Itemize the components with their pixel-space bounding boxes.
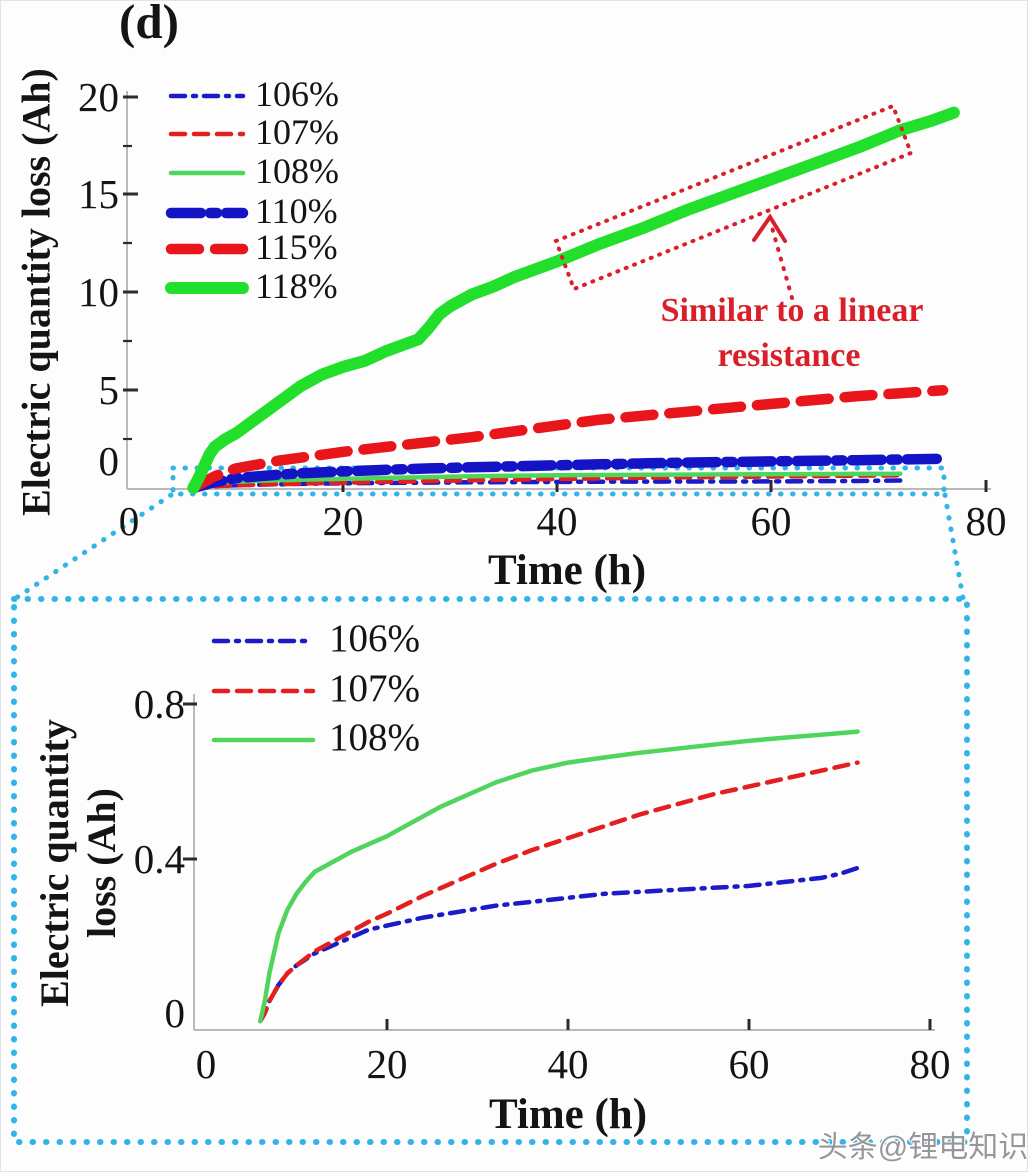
series-line-inset-106% xyxy=(258,865,860,1024)
main-x-axis-title: Time (h) xyxy=(487,547,647,594)
inset-axes xyxy=(183,694,935,1031)
inset-x-axis-title: Time (h) xyxy=(488,1091,648,1138)
legend-label-main-107%: 107% xyxy=(255,112,339,152)
x-tick-label-main: 20 xyxy=(322,498,364,544)
legend-label-main-110%: 110% xyxy=(255,191,338,231)
panel-label: (d) xyxy=(119,0,179,49)
legend-swatches xyxy=(165,93,316,743)
series-line-inset-108% xyxy=(258,729,860,1024)
x-tick-label-inset: 60 xyxy=(728,1041,770,1087)
legend-label-inset-108%: 108% xyxy=(329,716,420,759)
annotation-text-line1: Similar to a linear xyxy=(660,292,924,329)
zoom-inset-border xyxy=(11,596,970,1145)
y-tick-label-inset: 0.4 xyxy=(133,836,185,882)
legend-label-main-115%: 115% xyxy=(255,227,338,267)
x-tick-label-main: 40 xyxy=(536,498,578,544)
linear-region-box xyxy=(553,103,914,292)
legend-label-inset-106%: 106% xyxy=(329,617,420,660)
x-tick-label-inset: 40 xyxy=(547,1041,589,1087)
series-line-main-115% xyxy=(188,385,949,494)
series-line-main-106% xyxy=(191,478,903,491)
annotation-arrow-head xyxy=(752,213,787,243)
x-tick-label-main: 60 xyxy=(750,498,792,544)
legend-label-main-118%: 118% xyxy=(255,266,338,306)
series-line-inset-107% xyxy=(258,760,860,1024)
x-tick-label-main: 0 xyxy=(118,498,140,544)
x-tick-label-inset: 0 xyxy=(195,1041,217,1087)
y-tick-label-inset: 0 xyxy=(164,990,186,1036)
inset-curves xyxy=(258,729,860,1024)
x-tick-label-inset: 80 xyxy=(909,1041,951,1087)
legend-label-main-106%: 106% xyxy=(255,74,339,114)
x-tick-label-main: 80 xyxy=(965,498,1007,544)
legend-label-main-108%: 108% xyxy=(255,151,339,191)
watermark: 头条@锂电知识 xyxy=(817,1131,1028,1164)
y-tick-label-inset: 0.8 xyxy=(133,681,185,727)
y-tick-label-main: 15 xyxy=(78,171,119,217)
series-line-main-110% xyxy=(188,453,949,494)
y-tick-label-main: 5 xyxy=(98,367,120,413)
annotation-arrow-shaft xyxy=(769,222,794,300)
annotation-text-line2: resistance xyxy=(717,337,861,374)
x-tick-label-inset: 20 xyxy=(366,1041,408,1087)
zoom-connector-left xyxy=(13,492,174,601)
main-curves xyxy=(187,106,960,494)
series-line-main-118% xyxy=(187,106,960,494)
y-tick-label-main: 10 xyxy=(78,269,119,315)
linear-annotation-graphics xyxy=(553,103,914,300)
y-tick-label-main: 0 xyxy=(98,438,120,484)
legend-label-inset-107%: 107% xyxy=(329,667,420,710)
y-tick-label-main: 20 xyxy=(78,74,119,120)
